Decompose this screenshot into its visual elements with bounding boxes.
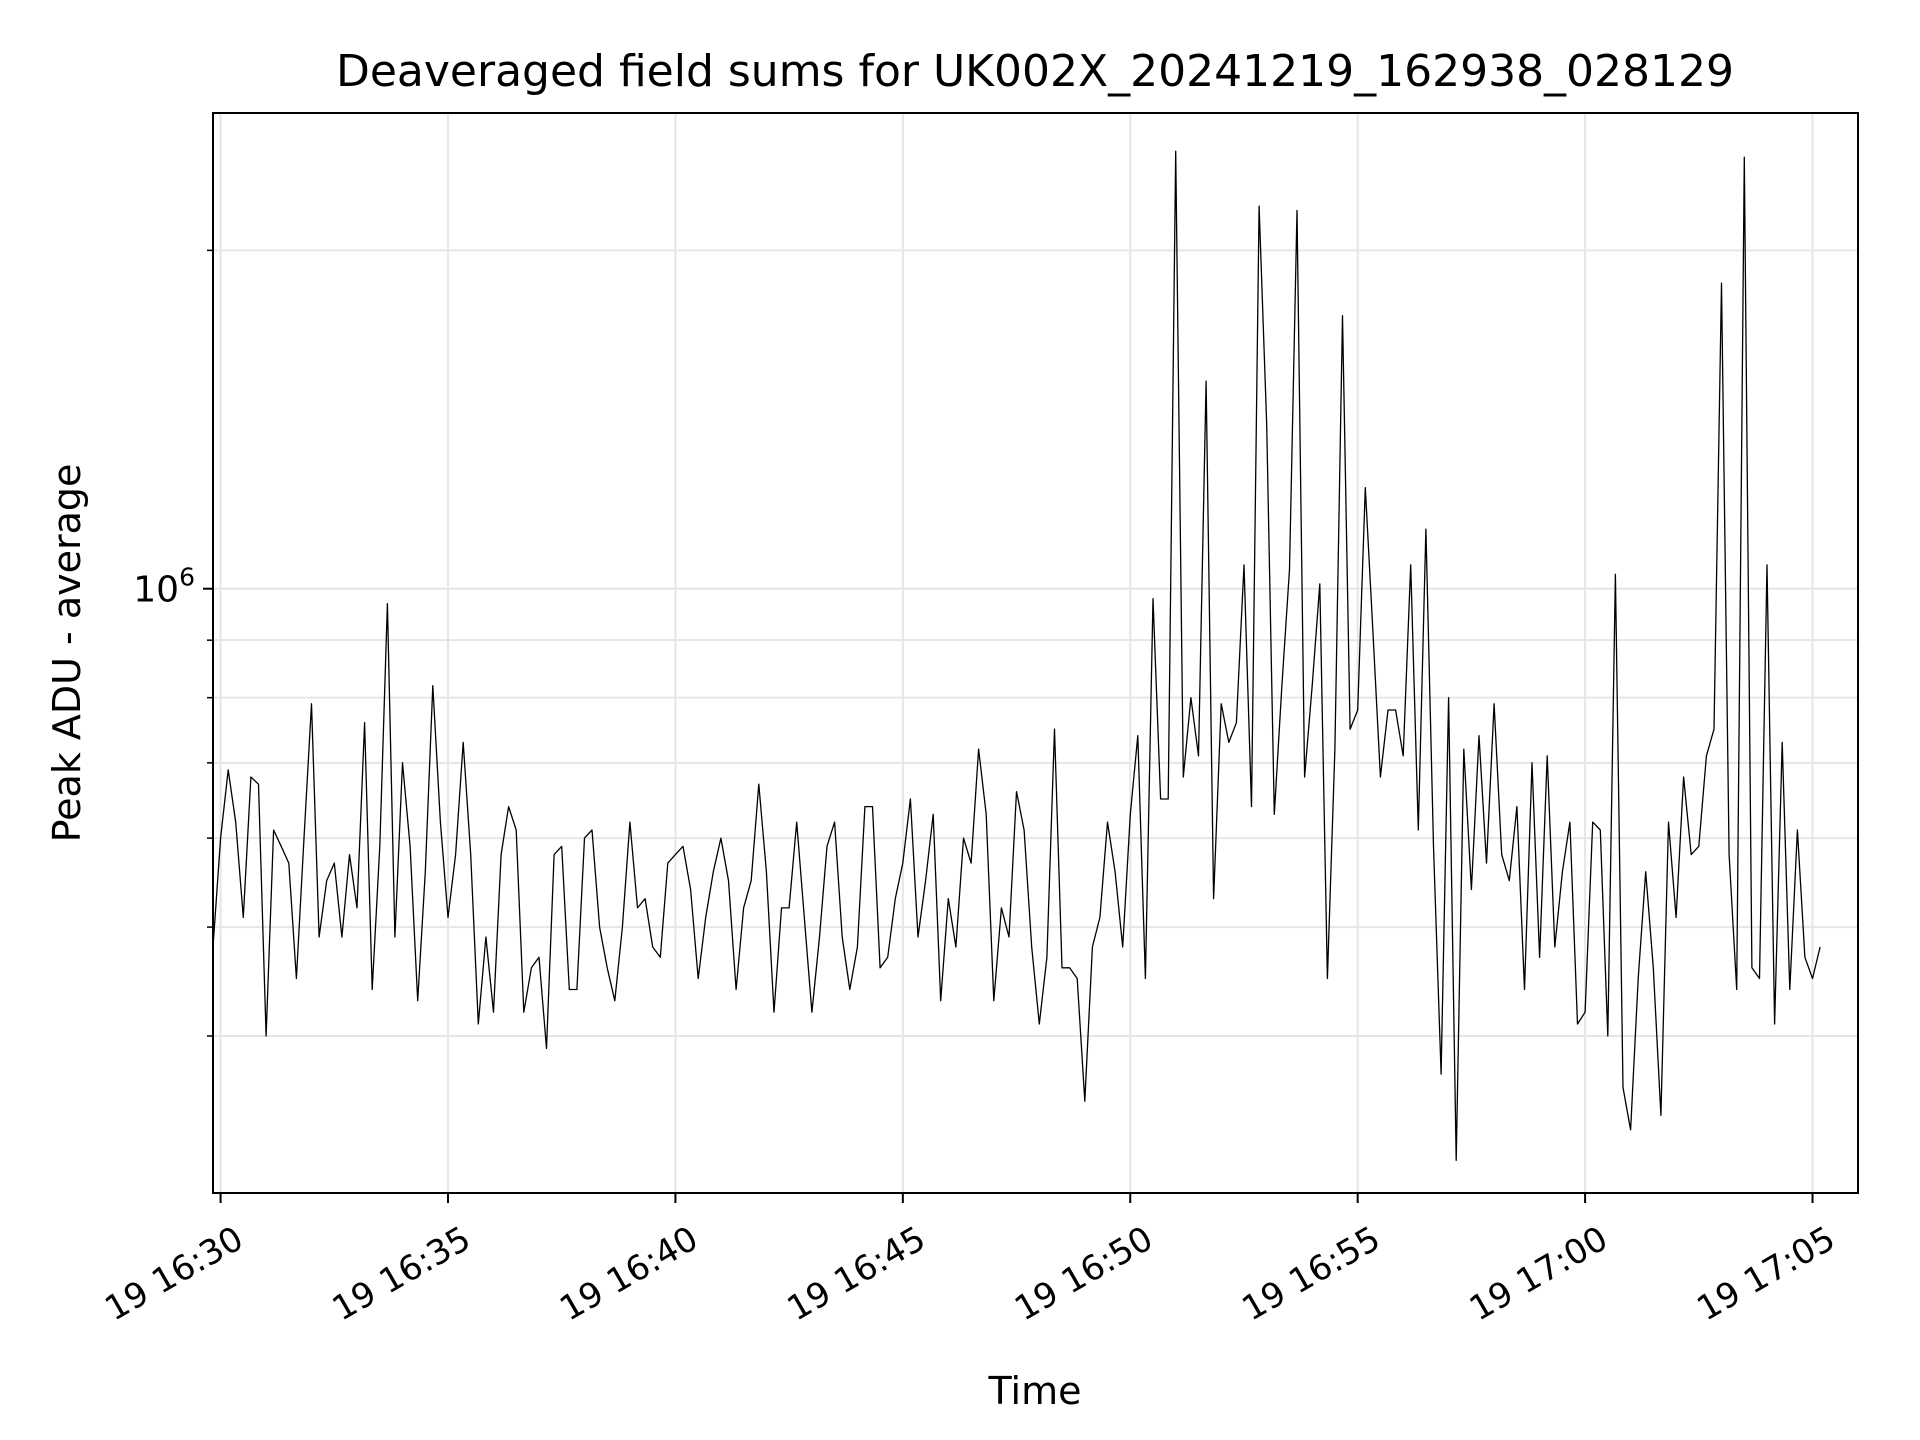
x-axis-label: Time	[988, 1369, 1082, 1413]
series-line	[212, 150, 1821, 1162]
y-tick-label: 106	[133, 563, 195, 611]
grid-lines	[213, 113, 1858, 1193]
plot-frame	[212, 112, 1859, 1194]
chart-title: Deaveraged field sums for UK002X_2024121…	[336, 46, 1734, 97]
y-axis-label: Peak ADU - average	[45, 464, 89, 843]
axis-ticks	[203, 249, 1814, 1203]
